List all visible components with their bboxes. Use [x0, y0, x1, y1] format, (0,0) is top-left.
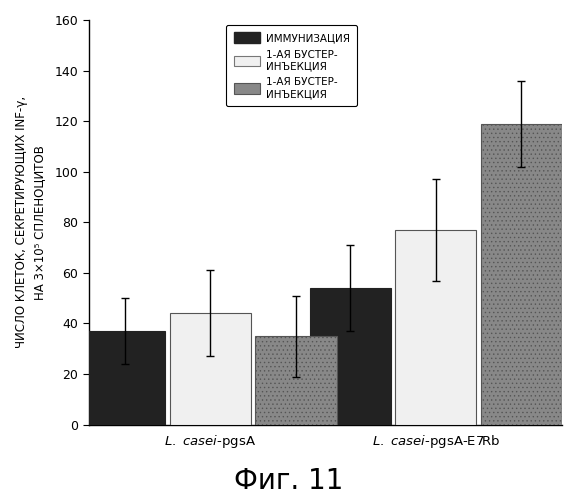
Text: Фиг. 11: Фиг. 11 — [234, 467, 343, 495]
Bar — [309, 288, 391, 424]
Bar — [170, 314, 251, 424]
Bar — [256, 336, 336, 424]
Bar — [84, 331, 165, 424]
Bar — [395, 230, 477, 424]
Legend: ИММУНИЗАЦИЯ, 1-АЯ БУСТЕР-
ИНЪЕКЦИЯ, 1-АЯ БУСТЕР-
ИНЪЕКЦИЯ: ИММУНИЗАЦИЯ, 1-АЯ БУСТЕР- ИНЪЕКЦИЯ, 1-АЯ… — [226, 25, 357, 106]
Y-axis label: ЧИСЛО КЛЕТОК, СЕКРЕТИРУЮЩИХ INF-γ,
НА 3×10⁵ СПЛЕНОЦИТОВ: ЧИСЛО КЛЕТОК, СЕКРЕТИРУЮЩИХ INF-γ, НА 3×… — [15, 96, 46, 348]
Bar — [481, 124, 562, 424]
